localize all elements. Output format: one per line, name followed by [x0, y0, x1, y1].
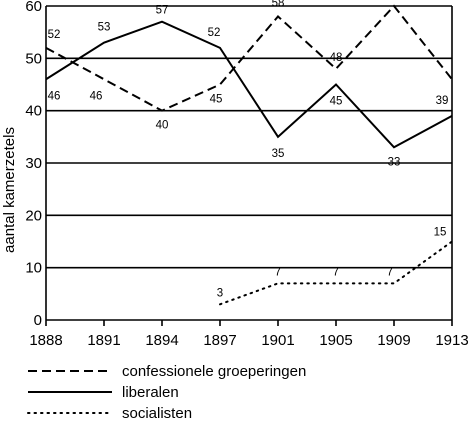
legend-label-2: socialisten: [122, 405, 192, 422]
x-tick-label-1901: 1901: [261, 332, 294, 349]
data-label-s1-1897: 52: [208, 27, 221, 39]
data-label-s0-1901: 58: [272, 0, 285, 9]
series-line-1: [45, 20, 453, 149]
data-label-s0-1905: 48: [330, 52, 343, 64]
data-label-s0-1888: 52: [48, 29, 61, 41]
legend-label-0: confessionele groeperingen: [122, 363, 306, 380]
legend: confessionele groeperingen liberalen socia…: [27, 363, 306, 422]
x-tick-label-1913: 1913: [435, 332, 468, 349]
data-label-s0-1891: 46: [90, 90, 103, 102]
x-tick-label-1909: 1909: [377, 332, 410, 349]
data-label-s1-1905: 45: [330, 96, 343, 108]
x-tick-label-1894: 1894: [145, 332, 178, 349]
axis-ticks: 0 10 20 30 40 50 60 1888 1891 1894 1897 1901 1905 190…: [25, 0, 468, 349]
y-tick-label-0: 0: [34, 312, 42, 329]
series-lines: [45, 4, 453, 306]
x-tick-label-1905: 1905: [319, 332, 352, 349]
data-labels: 524640455848604653575235453339377715: [48, 0, 449, 299]
data-label-s0-1894: 40: [156, 120, 169, 132]
data-label-s0-1897: 45: [210, 94, 223, 106]
data-label-s2-1897: 3: [217, 287, 223, 299]
series-line-2: [219, 240, 453, 306]
y-tick-label-60: 60: [25, 0, 42, 15]
data-label-s1-1913: 39: [436, 95, 449, 107]
x-tick-label-1897: 1897: [203, 332, 236, 349]
x-tick-label-1891: 1891: [87, 332, 120, 349]
y-tick-label-50: 50: [25, 50, 42, 67]
data-label-s2-1901: 7: [275, 266, 281, 278]
gridlines: [45, 5, 453, 321]
data-label-s2-1913: 15: [434, 227, 447, 239]
data-label-s1-1888: 46: [48, 90, 61, 102]
series-line-0: [45, 4, 453, 112]
data-label-s1-1894: 57: [156, 5, 169, 17]
data-label-s2-1905: 7: [333, 266, 339, 278]
y-tick-label-20: 20: [25, 207, 42, 224]
data-label-s1-1891: 53: [98, 22, 111, 34]
data-label-s1-1901: 35: [272, 148, 285, 160]
data-label-s2-1909: 7: [387, 266, 393, 278]
data-label-s1-1909: 33: [388, 156, 401, 168]
legend-label-1: liberalen: [122, 384, 179, 401]
y-axis-label: aantal kamerzetels: [1, 127, 18, 253]
y-tick-label-40: 40: [25, 103, 42, 120]
y-tick-label-10: 10: [25, 260, 42, 277]
x-tick-label-1888: 1888: [29, 332, 62, 349]
y-tick-label-30: 30: [25, 155, 42, 172]
